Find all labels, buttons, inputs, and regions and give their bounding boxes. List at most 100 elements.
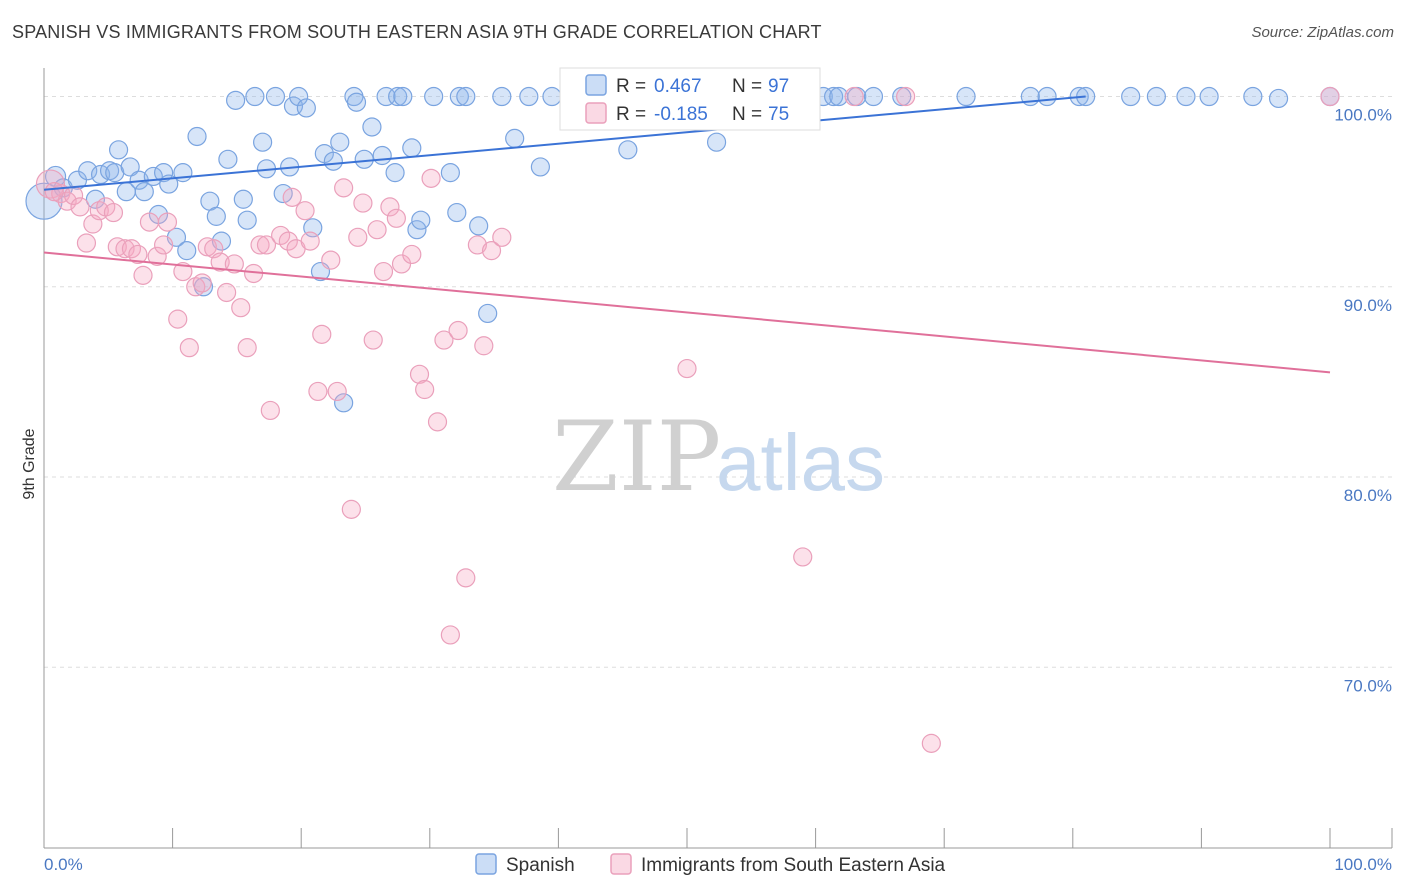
x-tick-label-min: 0.0% (44, 855, 83, 874)
immigrants-point (250, 235, 270, 255)
spanish-point (173, 163, 193, 183)
spanish-point (447, 202, 467, 223)
immigrants-point (363, 330, 383, 350)
top-legend: R = 0.467 N = 97 R = -0.185 N = 75 (559, 67, 821, 131)
immigrants-point (217, 282, 237, 303)
x-tick-label-max: 100.0% (1334, 855, 1392, 874)
spanish-point (424, 86, 444, 107)
immigrants-point (427, 412, 448, 432)
spanish-point (542, 86, 562, 107)
spanish-point (706, 132, 727, 152)
spanish-point (211, 231, 232, 251)
spanish-point (85, 189, 106, 209)
spanish-point (863, 86, 884, 107)
immigrants-point (147, 246, 167, 266)
spanish-point (411, 210, 431, 230)
immigrants-point (380, 197, 400, 217)
spanish-point (233, 189, 253, 209)
legend-swatch-spanish (585, 74, 607, 96)
immigrants-point (278, 231, 298, 251)
spanish-point (824, 86, 844, 107)
immigrants-point (308, 381, 328, 402)
immigrants-point (103, 202, 124, 223)
spanish-point (362, 117, 382, 137)
spanish-point (492, 86, 512, 107)
spanish-point (1243, 86, 1263, 107)
spanish-point (334, 393, 354, 413)
spanish-point (78, 161, 98, 181)
immigrants-point (373, 261, 394, 282)
immigrants-point (793, 547, 813, 567)
series-immigrants-points (35, 86, 1340, 753)
legend-n-value-1: 97 (768, 76, 789, 97)
y-axis-labels: 70.0% 80.0% 90.0% 100.0% (1334, 106, 1392, 696)
immigrants-point (179, 338, 199, 358)
spanish-point (956, 86, 976, 107)
immigrants-point (334, 178, 354, 198)
spanish-point (245, 86, 265, 107)
watermark-atlas: atlas (716, 418, 885, 507)
spanish-point (323, 151, 343, 171)
immigrants-point (133, 265, 153, 285)
immigrants-point (353, 193, 373, 213)
immigrants-point (434, 330, 454, 350)
immigrants-point (415, 379, 435, 400)
immigrants-point (327, 381, 347, 402)
spanish-point (206, 206, 226, 226)
immigrants-point (481, 241, 502, 261)
chart-title: SPANISH VS IMMIGRANTS FROM SOUTH EASTERN… (12, 22, 822, 42)
immigrants-point (153, 235, 174, 255)
immigrants-point (168, 309, 188, 329)
spanish-point (265, 86, 286, 107)
immigrants-trend-line (43, 251, 1331, 374)
legend-n-label-1: N = (732, 76, 762, 97)
immigrants-point (224, 254, 244, 274)
immigrants-point (896, 86, 916, 107)
immigrants-point (260, 400, 280, 421)
spanish-point (346, 92, 367, 112)
spanish-point (402, 138, 422, 158)
legend-r-value-1: 0.467 (654, 76, 702, 97)
spanish-point (372, 145, 392, 166)
spanish-point (237, 210, 257, 230)
spanish-point (530, 157, 550, 177)
immigrants-point (386, 208, 406, 228)
grid-lines (44, 96, 1392, 668)
immigrants-point (312, 324, 332, 344)
immigrants-point (421, 168, 441, 188)
immigrants-point (70, 197, 90, 217)
immigrants-point (237, 338, 257, 358)
y-tick-label: 70.0% (1344, 676, 1392, 695)
y-tick-label: 100.0% (1334, 106, 1392, 125)
immigrants-point (677, 358, 697, 379)
immigrants-point (300, 231, 320, 251)
immigrants-point (282, 187, 302, 207)
spanish-point (177, 241, 197, 261)
immigrants-point (440, 625, 460, 645)
immigrants-point (844, 86, 864, 107)
immigrants-point (456, 568, 476, 588)
spanish-point (469, 216, 489, 236)
legend-swatch-immigrants (585, 102, 607, 124)
spanish-point (354, 149, 374, 169)
immigrants-point (492, 227, 512, 247)
legend-r-label-2: R = (616, 104, 646, 125)
spanish-point (296, 98, 316, 118)
immigrants-point (256, 235, 277, 255)
spanish-point (120, 157, 140, 177)
immigrants-point (921, 733, 941, 753)
top-legend-box (559, 67, 821, 131)
immigrants-point (173, 261, 193, 282)
immigrants-point (76, 233, 97, 253)
immigrants-point (467, 235, 487, 255)
legend-r-label-1: R = (616, 76, 646, 97)
spanish-point (108, 140, 129, 160)
immigrants-point (210, 252, 230, 272)
spanish-point (25, 182, 63, 220)
bottom-legend-swatch-immigrants (610, 853, 632, 875)
spanish-point (385, 163, 405, 183)
immigrants-point (192, 273, 212, 293)
immigrants-point (107, 237, 127, 257)
spanish-point (449, 86, 469, 107)
